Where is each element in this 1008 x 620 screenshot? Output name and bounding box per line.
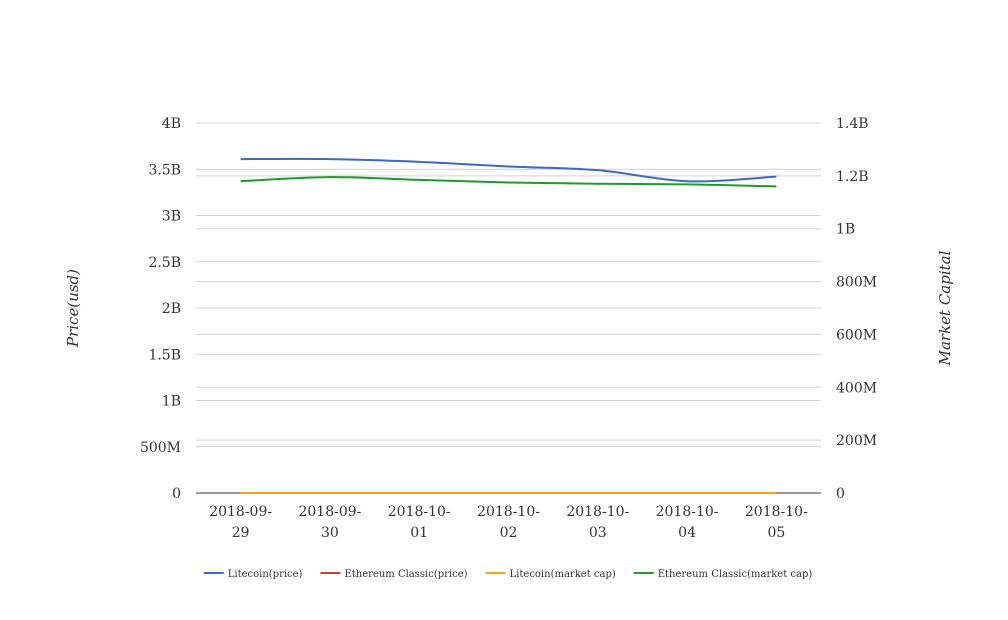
x-tick-label: 2018-10-02 bbox=[477, 504, 540, 541]
legend[interactable]: Litecoin(price) Ethereum Classic(price) Li… bbox=[204, 569, 813, 580]
right-tick-label: 200M bbox=[836, 433, 877, 449]
left-tick-label: 500M bbox=[140, 440, 181, 456]
left-gridlines bbox=[196, 123, 821, 447]
legend-item-litecoin-price[interactable]: Litecoin(price) bbox=[204, 569, 303, 580]
legend-label: Litecoin(market cap) bbox=[510, 569, 616, 580]
x-tick-label: 2018-10-01 bbox=[388, 504, 451, 541]
legend-item-ethereum-classic-market-cap[interactable]: Ethereum Classic(market cap) bbox=[634, 569, 813, 580]
left-tick-label: 0 bbox=[172, 486, 181, 502]
legend-label: Ethereum Classic(price) bbox=[344, 569, 467, 580]
right-tick-label: 400M bbox=[836, 380, 877, 396]
x-tick-label: 2018-10-03 bbox=[566, 504, 629, 541]
left-axis-ticks: 0 500M 1B 1.5B 2B 2.5B 3B 3.5B 4B bbox=[140, 116, 181, 502]
right-axis-ticks: 0 200M 400M 600M 800M 1B 1.2B 1.4B bbox=[836, 116, 877, 502]
x-tick-label: 2018-09-29 bbox=[209, 504, 272, 541]
right-gridlines bbox=[196, 123, 821, 440]
left-tick-label: 1B bbox=[162, 394, 181, 410]
left-tick-label: 4B bbox=[162, 116, 181, 132]
right-tick-label: 800M bbox=[836, 275, 877, 291]
legend-label: Ethereum Classic(market cap) bbox=[658, 569, 813, 580]
x-tick-label: 2018-09-30 bbox=[298, 504, 361, 541]
left-tick-label: 1.5B bbox=[148, 347, 181, 363]
left-axis-title: Price(usd) bbox=[64, 269, 82, 348]
x-axis-ticks: 2018-09-29 2018-09-30 2018-10-01 2018-10-02… bbox=[209, 504, 808, 541]
right-axis-title: Market Capital bbox=[936, 250, 954, 366]
right-tick-label: 600M bbox=[836, 327, 877, 343]
left-tick-label: 3.5B bbox=[148, 162, 181, 178]
legend-label: Litecoin(price) bbox=[228, 569, 303, 580]
series-lines bbox=[241, 159, 777, 493]
legend-item-litecoin-market-cap[interactable]: Litecoin(market cap) bbox=[486, 569, 616, 580]
right-tick-label: 1.4B bbox=[836, 116, 869, 132]
legend-item-ethereum-classic-price[interactable]: Ethereum Classic(price) bbox=[320, 569, 467, 580]
right-tick-label: 1B bbox=[836, 222, 855, 238]
right-tick-label: 0 bbox=[836, 486, 845, 502]
x-tick-label: 2018-10-05 bbox=[745, 504, 808, 541]
left-tick-label: 3B bbox=[162, 209, 181, 225]
right-tick-label: 1.2B bbox=[836, 169, 869, 185]
x-tick-label: 2018-10-04 bbox=[656, 504, 719, 541]
left-tick-label: 2B bbox=[162, 301, 181, 317]
left-tick-label: 2.5B bbox=[148, 255, 181, 271]
